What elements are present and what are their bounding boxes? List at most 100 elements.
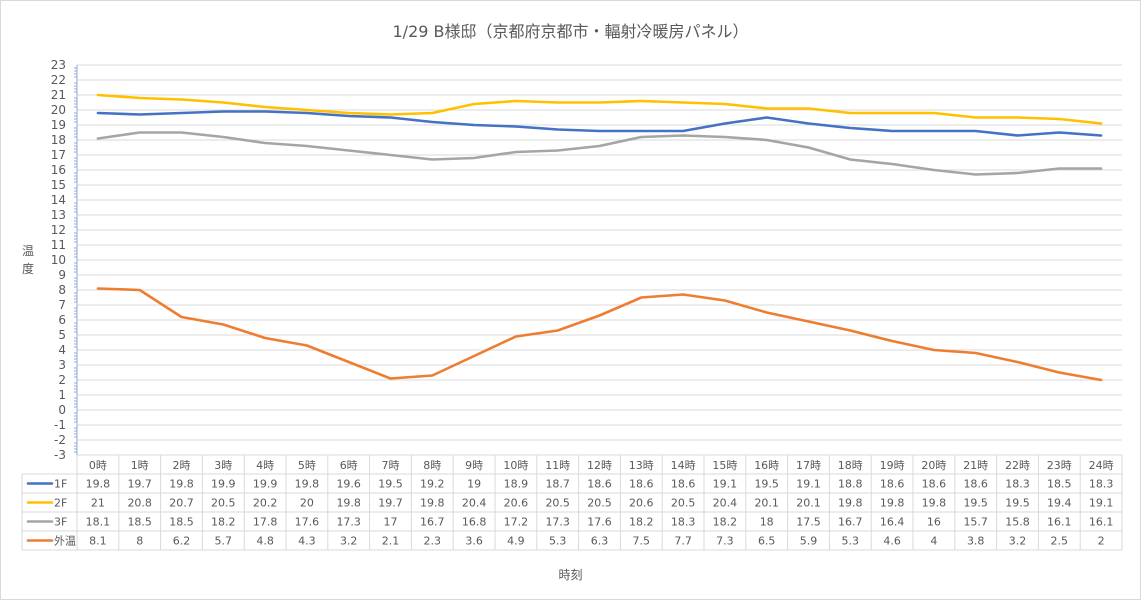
x-axis-label: 時刻 <box>558 568 583 582</box>
y-axis-label-text: 温度 <box>19 242 37 278</box>
y-tick-label: -1 <box>54 418 66 432</box>
y-tick-label: 15 <box>51 178 66 192</box>
table-cell: 19.5 <box>754 478 779 491</box>
table-cell: 3.8 <box>967 535 985 548</box>
table-cell: 19.8 <box>169 478 194 491</box>
table-cell: 16.1 <box>1089 516 1114 529</box>
table-cell: 7.3 <box>716 535 734 548</box>
table-cell: 5.3 <box>842 535 860 548</box>
table-cell: 20.5 <box>671 497 696 510</box>
table-cell: 19.9 <box>211 478 236 491</box>
table-cell: 20.5 <box>211 497 236 510</box>
legend-label: 3F <box>54 516 67 529</box>
table-cell: 19.8 <box>86 478 111 491</box>
table-cell: 20.6 <box>629 497 654 510</box>
table-cell: 15.8 <box>1005 516 1030 529</box>
y-axis-label: 温度 <box>19 242 37 278</box>
table-cell: 4.9 <box>507 535 525 548</box>
table-cell: 18.9 <box>504 478 529 491</box>
x-tick-label: 10時 <box>503 459 528 472</box>
table-cell: 20.5 <box>545 497 570 510</box>
table-cell: 18.2 <box>713 516 738 529</box>
y-tick-label: 0 <box>58 403 66 417</box>
y-tick-label: 5 <box>58 328 66 342</box>
legend-label: 外温 <box>54 535 76 548</box>
table-cell: 8 <box>136 535 143 548</box>
table-cell: 19.6 <box>336 478 361 491</box>
chart-title: 1/29 B様邸（京都府京都市・輻射冷暖房パネル） <box>392 22 749 41</box>
table-cell: 16.1 <box>1047 516 1072 529</box>
series-line <box>96 110 1103 137</box>
table-cell: 19.1 <box>713 478 738 491</box>
y-tick-label: 12 <box>51 223 66 237</box>
y-tick-label: 1 <box>58 388 66 402</box>
table-cell: 6.3 <box>591 535 609 548</box>
table-cell: 20 <box>300 497 314 510</box>
table-cell: 18.3 <box>671 516 696 529</box>
y-tick-label: 6 <box>58 313 66 327</box>
table-cell: 18.2 <box>211 516 236 529</box>
y-tick-label: 14 <box>51 193 66 207</box>
x-tick-label: 18時 <box>838 459 863 472</box>
x-tick-label: 12時 <box>587 459 612 472</box>
table-cell: 16.8 <box>462 516 487 529</box>
table-cell: 16 <box>927 516 941 529</box>
table-cell: 15.7 <box>963 516 988 529</box>
table-cell: 19.5 <box>1005 497 1030 510</box>
y-tick-label: 2 <box>58 373 66 387</box>
y-tick-label: 22 <box>51 73 66 87</box>
series-line <box>96 131 1103 176</box>
y-tick-label: 17 <box>51 148 66 162</box>
table-cell: 19.4 <box>1047 497 1072 510</box>
table-cell: 19.7 <box>378 497 403 510</box>
legend-label: 2F <box>54 497 67 510</box>
y-tick-label: -3 <box>54 448 66 462</box>
y-tick-label: 18 <box>51 133 66 147</box>
table-cell: 19.8 <box>838 497 863 510</box>
table-cell: 6.5 <box>758 535 776 548</box>
table-cell: 18.5 <box>169 516 194 529</box>
table-cell: 3.2 <box>340 535 358 548</box>
table-cell: 17.2 <box>504 516 529 529</box>
table-cell: 19.8 <box>336 497 361 510</box>
table-cell: 2.1 <box>382 535 400 548</box>
table-cell: 18.6 <box>671 478 696 491</box>
table-cell: 2 <box>1098 535 1105 548</box>
x-tick-label: 7時 <box>382 459 400 472</box>
table-cell: 3.2 <box>1009 535 1027 548</box>
x-tick-label: 17時 <box>796 459 821 472</box>
y-tick-label: 4 <box>58 343 66 357</box>
table-cell: 2.3 <box>424 535 442 548</box>
x-tick-label: 4時 <box>256 459 274 472</box>
y-tick-label: 3 <box>58 358 66 372</box>
table-cell: 19.8 <box>880 497 905 510</box>
x-tick-label: 24時 <box>1089 459 1114 472</box>
table-cell: 18.5 <box>127 516 152 529</box>
table-cell: 5.7 <box>215 535 233 548</box>
table-cell: 4.3 <box>298 535 316 548</box>
x-tick-label: 19時 <box>880 459 905 472</box>
table-cell: 20.4 <box>462 497 487 510</box>
table-cell: 17.6 <box>587 516 612 529</box>
table-cell: 18.6 <box>587 478 612 491</box>
table-cell: 19.8 <box>295 478 320 491</box>
table-cell: 5.9 <box>800 535 818 548</box>
y-tick-label: 10 <box>51 253 66 267</box>
table-cell: 19.1 <box>796 478 821 491</box>
y-tick-label: 21 <box>51 88 66 102</box>
table-cell: 2.5 <box>1051 535 1069 548</box>
table-cell: 17 <box>384 516 398 529</box>
table-cell: 19.8 <box>420 497 445 510</box>
table-cell: 7.5 <box>633 535 651 548</box>
table-cell: 17.3 <box>336 516 361 529</box>
table-cell: 7.7 <box>674 535 692 548</box>
table-cell: 17.3 <box>545 516 570 529</box>
y-tick-label: 23 <box>51 58 66 72</box>
x-tick-label: 1時 <box>131 459 149 472</box>
table-cell: 17.5 <box>796 516 821 529</box>
x-tick-label: 5時 <box>298 459 316 472</box>
y-tick-label: 20 <box>51 103 66 117</box>
y-tick-label: 7 <box>58 298 66 312</box>
x-tick-label: 2時 <box>173 459 191 472</box>
